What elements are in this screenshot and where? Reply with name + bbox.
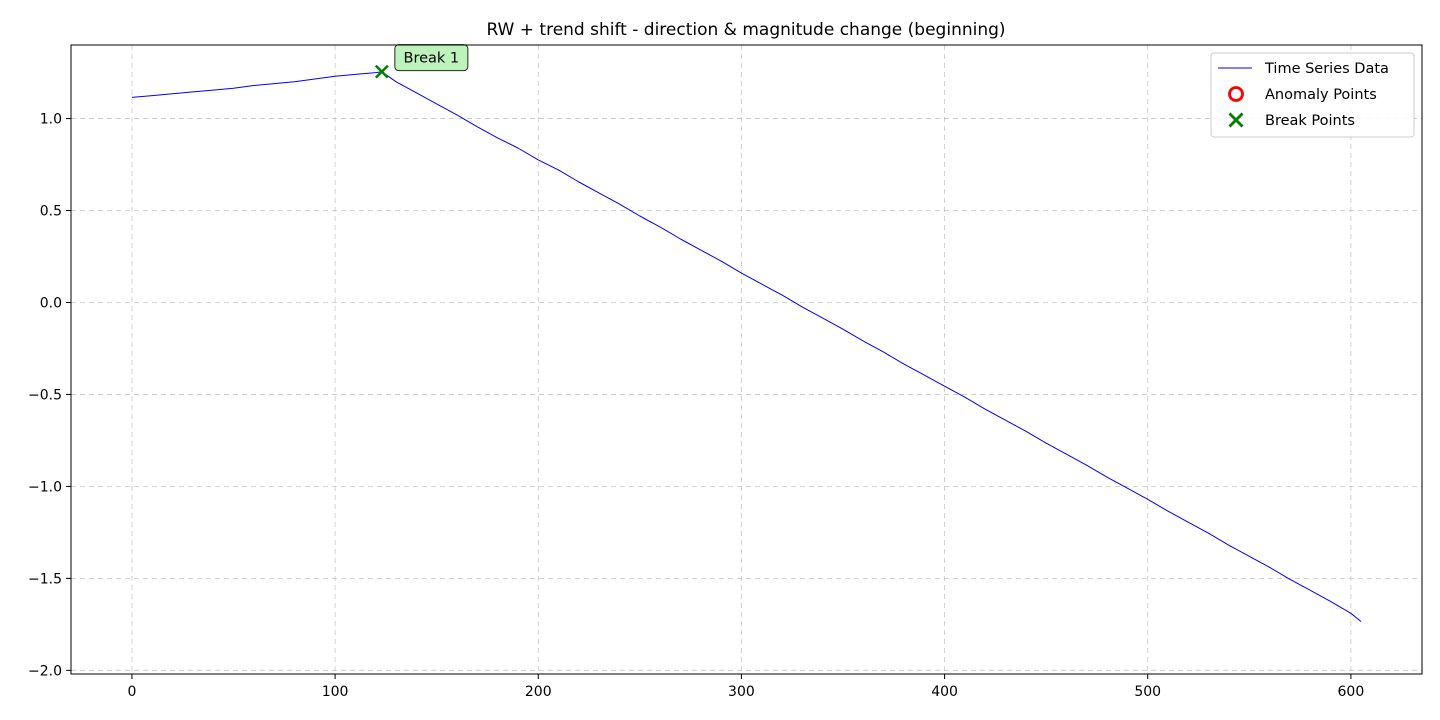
series-layer [131, 71, 1362, 622]
legend-box [1210, 52, 1415, 138]
x-tick-label: 200 [525, 684, 552, 700]
axis-ticks: 0 100 200 300 400 500 600 1.0 0.5 0.0 −0.5 −1.0 −1.5… [28, 112, 1364, 700]
x-tick-label: 100 [322, 684, 349, 700]
chart-title: RW + trend shift - direction & magnitude… [486, 20, 1005, 40]
annotations-layer: Break 1 [394, 44, 469, 72]
markers-layer [374, 64, 389, 79]
x-tick-label: 500 [1134, 684, 1161, 700]
legend: Time Series Data Anomaly Points Break Poin… [1210, 52, 1415, 138]
annotation-label: Break 1 [404, 51, 460, 67]
legend-entry-label: Break Points [1265, 113, 1355, 129]
y-tick-label: −0.5 [28, 387, 62, 403]
y-tick-label: −2.0 [28, 663, 62, 679]
x-tick-label: 600 [1338, 684, 1365, 700]
legend-entry-label: Anomaly Points [1265, 87, 1377, 103]
x-tick-label: 0 [127, 684, 136, 700]
plot-frame [70, 44, 1423, 675]
x-tick-label: 300 [728, 684, 755, 700]
y-tick-label: 0.5 [40, 204, 62, 220]
y-tick-label: −1.5 [28, 571, 62, 587]
grid-lines [71, 45, 1422, 674]
series-line-time-series [131, 71, 1362, 622]
break-marker-stroke [374, 64, 389, 79]
legend-swatch-circle [1228, 86, 1244, 102]
break-point-marker [374, 64, 389, 79]
y-tick-label: −1.0 [28, 479, 62, 495]
legend-entry-label: Time Series Data [1264, 61, 1389, 77]
legend-swatch-x [1228, 112, 1244, 128]
x-tick-label: 400 [931, 684, 958, 700]
y-tick-label: 0.0 [40, 295, 62, 311]
y-tick-label: 1.0 [40, 112, 62, 128]
